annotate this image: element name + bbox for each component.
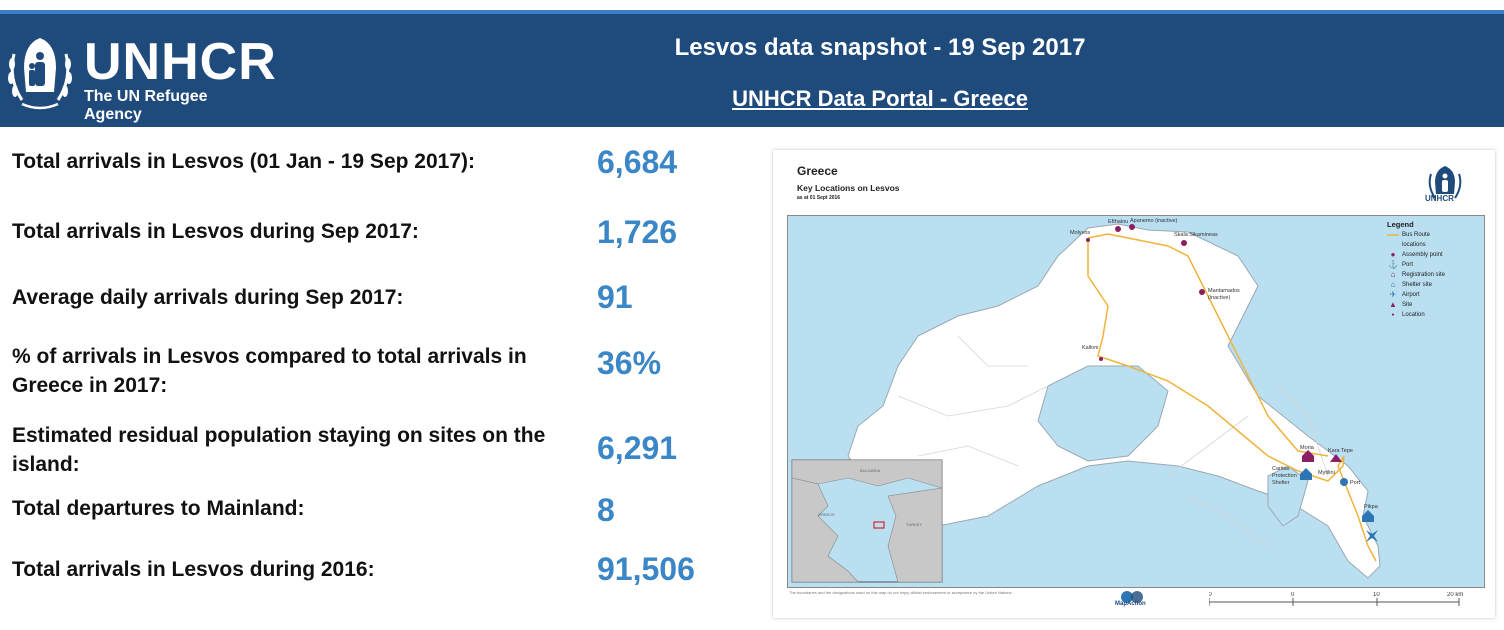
place-caritas-1: Caritas bbox=[1272, 466, 1290, 472]
legend-label: Assembly point bbox=[1402, 252, 1443, 258]
map-subtitle: Key Locations on Lesvos bbox=[797, 183, 900, 193]
lesvos-map[interactable]: Greece Key Locations on Lesvos as at 01 … bbox=[773, 150, 1495, 618]
location-dot-icon: ● bbox=[1391, 312, 1395, 318]
place-port: Port bbox=[1350, 480, 1361, 486]
map-disclaimer: The boundaries and the designations used… bbox=[789, 590, 1013, 595]
place-kalloni: Kalloni bbox=[1082, 345, 1099, 351]
site-icon: ▲ bbox=[1389, 300, 1397, 309]
stat-value-daily-avg: 91 bbox=[597, 279, 633, 315]
airport-icon: ✈ bbox=[1389, 290, 1397, 299]
place-apanemo: Apanemo (inactive) bbox=[1130, 218, 1178, 224]
unhcr-emblem-icon bbox=[8, 38, 72, 110]
bus-route bbox=[1087, 233, 1377, 562]
place-caritas-3: Shelter bbox=[1272, 480, 1290, 486]
legend-item-locations: locations bbox=[1387, 241, 1477, 249]
inset-label-turkey: TURKEY bbox=[906, 522, 923, 527]
stat-value-residual-pop: 6,291 bbox=[597, 430, 678, 466]
stat-label-percent-greece: % of arrivals in Lesvos compared to tota… bbox=[12, 345, 527, 397]
place-efthalou: Efthalou bbox=[1108, 219, 1128, 225]
top-margin bbox=[0, 0, 1504, 10]
stat-label-arrivals-sep: Total arrivals in Lesvos during Sep 2017… bbox=[12, 220, 419, 243]
registration-site-icon: ⌂ bbox=[1390, 270, 1396, 279]
scale-tick-0: 10 bbox=[1209, 592, 1212, 598]
inset-label-greece: GREECE bbox=[818, 512, 835, 517]
legend-label: Registration site bbox=[1402, 272, 1446, 278]
inset-label-bulgaria: BULGARIA bbox=[860, 468, 881, 473]
legend-item-location: ● Location bbox=[1387, 311, 1477, 319]
legend-item-registration: ⌂ Registration site bbox=[1387, 271, 1477, 279]
legend-label: Location bbox=[1402, 312, 1425, 318]
map-logo-text: UNHCR bbox=[1425, 194, 1454, 203]
map-unhcr-emblem-icon bbox=[1428, 166, 1462, 199]
stat-value-arrivals-2016: 91,506 bbox=[597, 551, 695, 587]
legend-label: Airport bbox=[1402, 292, 1420, 298]
stat-label-residual-pop: Estimated residual population staying on… bbox=[12, 424, 546, 476]
place-kara-tepe: Kara Tepe bbox=[1328, 448, 1353, 454]
site-markers bbox=[1302, 450, 1342, 462]
legend-label: Port bbox=[1402, 262, 1414, 268]
place-mantamados-status: (inactive) bbox=[1208, 295, 1230, 301]
shelter-site-icon: ⌂ bbox=[1390, 280, 1396, 289]
place-pikpa: Pikpa bbox=[1364, 504, 1379, 510]
stat-value-total-arrivals-ytd: 6,684 bbox=[597, 144, 678, 180]
assembly-point-icon: ● bbox=[1390, 250, 1396, 259]
mapaction-logo-icon bbox=[1121, 591, 1143, 603]
unhcr-logo[interactable]: UNHCR The UN Refugee Agency bbox=[4, 33, 276, 123]
legend-item-assembly: ● Assembly point bbox=[1387, 251, 1477, 259]
legend-item-shelter: ⌂ Shelter site bbox=[1387, 281, 1477, 289]
stat-value-percent-greece: 36% bbox=[597, 345, 662, 381]
legend-item-bus-route: Bus Route bbox=[1387, 231, 1477, 239]
place-skala: Skala Sikamineas bbox=[1174, 232, 1218, 238]
page-title: Lesvos data snapshot - 19 Sep 2017 bbox=[674, 34, 1086, 61]
airport-marker-icon bbox=[1366, 530, 1378, 542]
data-portal-link[interactable]: UNHCR Data Portal - Greece bbox=[732, 86, 1028, 111]
legend-label: Site bbox=[1402, 302, 1413, 308]
legend-title: Legend bbox=[1387, 220, 1414, 229]
assembly-point-markers bbox=[1086, 224, 1205, 361]
place-moria: Moria bbox=[1300, 445, 1315, 451]
logo-wordmark: UNHCR bbox=[84, 33, 277, 91]
place-caritas-2: Protection bbox=[1272, 473, 1297, 479]
legend-item-site: ▲ Site bbox=[1387, 301, 1477, 309]
scale-tick-1: 0 bbox=[1291, 592, 1295, 598]
statistics-panel: Total arrivals in Lesvos (01 Jan - 19 Se… bbox=[0, 127, 760, 630]
place-mytilini: Mytilini bbox=[1318, 470, 1335, 476]
map-drawing: Molyvos Efthalou Apanemo (inactive) Skal… bbox=[791, 218, 1381, 583]
stat-label-departures: Total departures to Mainland: bbox=[12, 497, 305, 520]
place-molyvos: Molyvos bbox=[1070, 230, 1090, 236]
place-mantamados: Mantamados bbox=[1208, 288, 1240, 294]
port-icon: ⚓ bbox=[1388, 260, 1398, 269]
port-markers bbox=[1300, 468, 1374, 522]
bus-route-legend-icon bbox=[1387, 231, 1399, 239]
page-header: UNHCR The UN Refugee Agency Lesvos data … bbox=[0, 10, 1504, 127]
inset-map: BULGARIA GREECE TURKEY bbox=[791, 459, 943, 583]
legend-label: locations bbox=[1402, 242, 1426, 248]
stat-label-daily-avg: Average daily arrivals during Sep 2017: bbox=[12, 286, 404, 309]
legend-item-airport: ✈ Airport bbox=[1387, 291, 1477, 299]
map-date: as at 01 Sept 2016 bbox=[797, 195, 841, 201]
logo-tagline: The UN Refugee Agency bbox=[84, 88, 208, 123]
map-title: Greece bbox=[797, 164, 838, 178]
legend-item-port: ⚓ Port bbox=[1387, 261, 1477, 269]
map-legend: Legend Bus Route locations ● Assembly po… bbox=[1387, 220, 1477, 319]
stat-label-total-arrivals-ytd: Total arrivals in Lesvos (01 Jan - 19 Se… bbox=[12, 150, 475, 173]
legend-label: Shelter site bbox=[1402, 282, 1433, 288]
scale-tick-3: 20 km bbox=[1447, 592, 1463, 598]
scale-bar: 10 0 10 20 km bbox=[1205, 592, 1469, 616]
legend-label: Bus Route bbox=[1402, 232, 1431, 238]
stat-label-arrivals-2016: Total arrivals in Lesvos during 2016: bbox=[12, 558, 375, 581]
scale-tick-2: 10 bbox=[1373, 592, 1380, 598]
mapaction-credit: MapAction bbox=[1115, 601, 1146, 607]
stat-value-arrivals-sep: 1,726 bbox=[597, 214, 678, 250]
map-frame: Molyvos Efthalou Apanemo (inactive) Skal… bbox=[787, 215, 1485, 588]
stat-value-departures: 8 bbox=[597, 492, 615, 528]
gulf-of-kalloni bbox=[1037, 365, 1169, 462]
